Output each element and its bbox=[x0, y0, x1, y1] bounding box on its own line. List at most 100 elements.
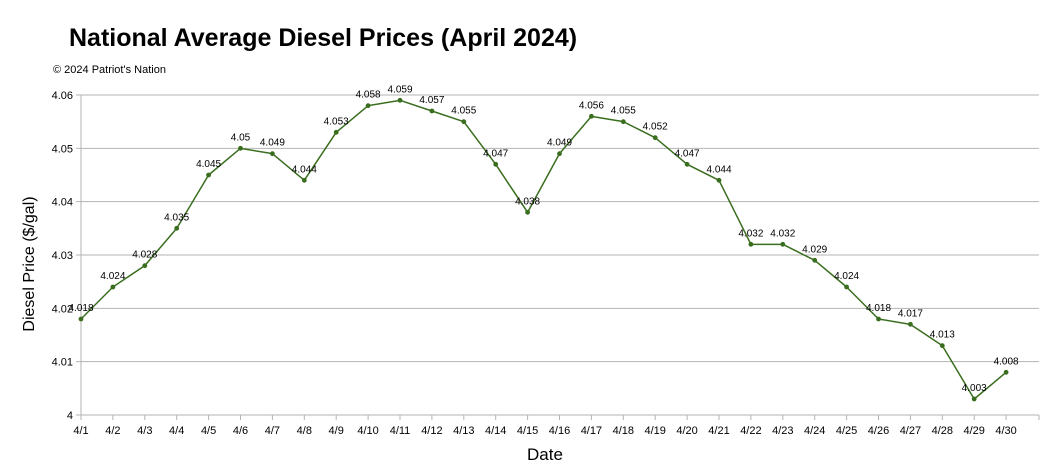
data-point bbox=[876, 316, 881, 322]
x-tick-labels: 4/1 4/2 4/3 4/4 4/5 4/6 4/7 4/8 4/9 4/10 4/11 4/12 4… bbox=[73, 425, 1016, 437]
data-point bbox=[812, 257, 818, 263]
data-point bbox=[461, 119, 467, 125]
data-label: 4.032 bbox=[738, 228, 763, 239]
data-point bbox=[780, 241, 786, 247]
data-label: 4.053 bbox=[324, 116, 349, 127]
data-point bbox=[397, 97, 403, 103]
x-tick-label: 4/20 bbox=[676, 425, 697, 437]
x-tick-label: 4/8 bbox=[297, 425, 312, 437]
y-axis-label: Diesel Price ($/gal) bbox=[21, 196, 38, 331]
data-label: 4.052 bbox=[643, 122, 668, 133]
data-point bbox=[908, 321, 913, 327]
data-point bbox=[589, 113, 594, 119]
x-tick-label: 4/29 bbox=[963, 425, 984, 437]
data-label: 4.003 bbox=[962, 383, 987, 394]
axes bbox=[76, 94, 1040, 420]
x-tick-label: 4/14 bbox=[485, 425, 506, 437]
data-point bbox=[206, 172, 212, 178]
x-tick-label: 4/17 bbox=[581, 425, 602, 437]
y-tick-label: 4.05 bbox=[52, 143, 73, 155]
data-point bbox=[557, 151, 562, 157]
data-label: 4.008 bbox=[994, 356, 1019, 367]
data-label: 4.049 bbox=[260, 138, 285, 149]
x-tick-label: 4/7 bbox=[265, 425, 280, 437]
data-point bbox=[333, 129, 339, 135]
x-tick-label: 4/12 bbox=[421, 425, 442, 437]
data-label: 4.028 bbox=[132, 250, 157, 261]
data-point bbox=[301, 177, 307, 183]
data-labels: 4.018 4.024 4.028 4.035 4.045 4.05 4.049 4.044 4… bbox=[68, 84, 1019, 394]
data-point bbox=[238, 145, 243, 151]
data-label: 4.047 bbox=[483, 148, 508, 159]
data-label: 4.024 bbox=[100, 271, 125, 282]
x-tick-label: 4/23 bbox=[772, 425, 793, 437]
x-tick-label: 4/16 bbox=[549, 425, 570, 437]
x-tick-label: 4/13 bbox=[453, 425, 474, 437]
x-tick-label: 4/1 bbox=[73, 425, 88, 437]
y-tick-label: 4.06 bbox=[52, 90, 73, 102]
data-label: 4.049 bbox=[547, 138, 572, 149]
data-label: 4.035 bbox=[164, 212, 189, 223]
data-label: 4.032 bbox=[770, 228, 795, 239]
y-tick-label: 4.03 bbox=[52, 250, 73, 262]
data-point bbox=[620, 119, 626, 125]
data-label: 4.055 bbox=[451, 106, 476, 117]
data-label: 4.013 bbox=[930, 330, 955, 341]
data-label: 4.05 bbox=[231, 132, 251, 143]
data-point bbox=[78, 316, 84, 322]
data-label: 4.058 bbox=[356, 90, 381, 101]
data-label: 4.017 bbox=[898, 308, 923, 319]
data-label: 4.044 bbox=[292, 164, 317, 175]
x-tick-label: 4/30 bbox=[995, 425, 1016, 437]
x-tick-label: 4/3 bbox=[137, 425, 152, 437]
x-tick-label: 4/26 bbox=[868, 425, 889, 437]
chart-subtitle: © 2024 Patriot's Nation bbox=[53, 64, 166, 76]
x-tick-label: 4/15 bbox=[517, 425, 538, 437]
x-tick-label: 4/10 bbox=[357, 425, 378, 437]
data-label: 4.024 bbox=[834, 271, 859, 282]
data-point bbox=[748, 241, 754, 247]
x-tick-label: 4/28 bbox=[932, 425, 953, 437]
data-label: 4.018 bbox=[866, 303, 891, 314]
y-tick-label: 4.04 bbox=[52, 197, 73, 209]
x-tick-label: 4/25 bbox=[836, 425, 857, 437]
data-point bbox=[1003, 369, 1009, 375]
series-price bbox=[78, 97, 1009, 402]
chart-title: National Average Diesel Prices (April 20… bbox=[69, 24, 578, 52]
data-label: 4.045 bbox=[196, 159, 221, 170]
data-label: 4.047 bbox=[675, 148, 700, 159]
y-tick-label: 4.02 bbox=[52, 303, 73, 315]
data-point bbox=[270, 151, 275, 157]
x-tick-label: 4/5 bbox=[201, 425, 216, 437]
data-label: 4.056 bbox=[579, 100, 604, 111]
x-axis-label: Date bbox=[527, 445, 563, 464]
data-point bbox=[110, 284, 116, 290]
y-tick-label: 4.01 bbox=[52, 357, 73, 369]
x-tick-label: 4/27 bbox=[900, 425, 921, 437]
series-line bbox=[80, 99, 1007, 400]
x-tick-label: 4/11 bbox=[390, 425, 411, 437]
data-point bbox=[174, 225, 180, 231]
x-tick-label: 4/9 bbox=[329, 425, 344, 437]
y-tick-labels: 4 4.01 4.02 4.03 4.04 4.05 4.06 bbox=[52, 90, 73, 422]
x-tick-label: 4/6 bbox=[233, 425, 248, 437]
data-point bbox=[142, 263, 148, 269]
x-tick-label: 4/19 bbox=[644, 425, 665, 437]
data-label: 4.055 bbox=[611, 106, 636, 117]
data-point bbox=[716, 177, 722, 183]
data-label: 4.038 bbox=[515, 196, 540, 207]
data-label: 4.044 bbox=[706, 164, 731, 175]
data-point bbox=[652, 135, 658, 141]
data-point bbox=[939, 343, 945, 349]
x-tick-label: 4/2 bbox=[105, 425, 120, 437]
data-label: 4.018 bbox=[68, 303, 93, 314]
x-tick-label: 4/21 bbox=[708, 425, 729, 437]
data-point bbox=[365, 103, 371, 109]
data-label: 4.057 bbox=[419, 95, 444, 106]
data-label: 4.029 bbox=[802, 244, 827, 255]
data-point bbox=[844, 284, 849, 290]
data-point bbox=[684, 161, 690, 167]
x-tick-label: 4/22 bbox=[740, 425, 761, 437]
data-point bbox=[525, 209, 530, 215]
